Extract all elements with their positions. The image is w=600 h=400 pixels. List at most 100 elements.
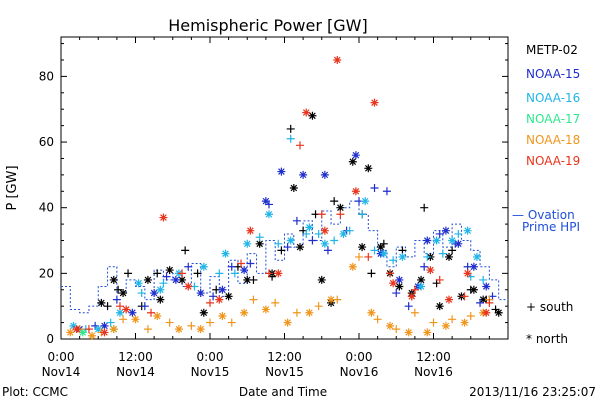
data-point-noaa-18-south — [187, 321, 196, 330]
data-point-metp-02-south — [277, 246, 286, 255]
data-point-metp-02-south — [367, 269, 376, 278]
legend-entry-noaa-16: NOAA-16 — [526, 91, 580, 105]
data-point-metp-02-north — [165, 266, 174, 275]
data-point-metp-02-south — [114, 285, 123, 294]
point-marker — [305, 223, 314, 232]
point-marker — [494, 308, 503, 317]
data-point-noaa-16-north — [221, 249, 230, 258]
point-marker — [302, 108, 311, 117]
point-marker — [109, 325, 118, 334]
point-marker — [423, 236, 432, 245]
point-marker — [364, 164, 373, 173]
data-point-metp-02-south — [124, 269, 133, 278]
legend-entry-noaa-19: NOAA-19 — [526, 154, 580, 168]
point-marker — [246, 259, 255, 268]
point-marker — [286, 236, 295, 245]
point-marker — [479, 275, 488, 284]
point-marker — [460, 318, 469, 327]
point-marker — [184, 262, 193, 271]
point-marker — [330, 236, 339, 245]
point-marker — [367, 269, 376, 278]
data-point-noaa-19-north — [426, 266, 435, 275]
point-marker — [221, 249, 230, 258]
point-marker — [348, 262, 357, 271]
point-marker — [336, 203, 345, 212]
point-marker — [296, 141, 305, 150]
data-point-noaa-16-north — [264, 210, 273, 219]
data-point-noaa-19-north — [302, 108, 311, 117]
point-marker — [407, 292, 416, 301]
data-point-noaa-16-south — [358, 210, 367, 219]
data-point-noaa-18-north — [218, 312, 227, 321]
data-point-noaa-19-north — [445, 295, 454, 304]
point-marker — [479, 295, 488, 304]
y-tick-label: 40 — [39, 201, 54, 215]
data-point-noaa-18-north — [153, 312, 162, 321]
data-point-noaa-19-south — [84, 325, 93, 334]
point-marker — [209, 292, 218, 301]
data-point-noaa-18-north — [66, 328, 75, 337]
data-point-noaa-15-north — [100, 321, 109, 330]
data-point-noaa-16-north — [115, 308, 124, 317]
point-marker — [448, 236, 457, 245]
data-point-noaa-16-north — [361, 197, 370, 206]
x-tick-label-date: Nov14 — [42, 365, 81, 379]
point-marker — [382, 187, 391, 196]
point-marker — [441, 321, 450, 330]
plot-frame — [60, 36, 509, 340]
point-marker — [283, 243, 292, 252]
data-point-noaa-19-north — [215, 295, 224, 304]
point-marker — [206, 318, 214, 327]
ovation-hpi-line — [61, 200, 508, 314]
point-marker — [255, 233, 264, 242]
point-marker — [147, 308, 156, 317]
data-point-noaa-19-south — [460, 292, 469, 301]
data-point-noaa-19-south — [364, 252, 373, 261]
point-marker — [404, 328, 413, 337]
point-marker — [389, 256, 398, 265]
point-marker — [472, 252, 481, 261]
data-point-noaa-16-south — [389, 256, 398, 265]
point-marker — [370, 246, 379, 255]
y-axis-label: P [GW] — [5, 165, 20, 210]
point-marker — [364, 252, 373, 261]
data-point-noaa-18-north — [404, 328, 413, 337]
point-marker — [420, 262, 429, 271]
point-marker — [215, 295, 224, 304]
x-tick-label-time: 12:00 — [416, 350, 451, 364]
data-point-metp-02-north — [119, 289, 128, 298]
data-point-noaa-18-north — [240, 308, 249, 317]
data-point-noaa-16-north — [417, 282, 426, 291]
point-marker — [246, 226, 255, 235]
point-marker — [119, 315, 128, 324]
plot-area: 0204060800:00Nov1412:00Nov140:00Nov1512:… — [39, 36, 509, 379]
point-marker — [153, 312, 162, 321]
data-point-noaa-16-south — [423, 252, 432, 261]
point-marker — [277, 246, 286, 255]
point-marker — [429, 318, 438, 327]
point-marker — [187, 321, 196, 330]
point-marker — [345, 226, 354, 235]
data-point-metp-02-north — [317, 275, 326, 284]
data-point-noaa-18-south — [314, 302, 323, 311]
point-marker — [351, 151, 360, 160]
point-marker — [420, 203, 429, 212]
point-marker — [460, 292, 469, 301]
point-marker — [289, 184, 298, 192]
data-point-noaa-18-south — [392, 325, 401, 334]
data-point-metp-02-north — [364, 164, 373, 173]
point-marker — [286, 134, 295, 143]
point-marker — [249, 295, 258, 304]
point-marker — [84, 325, 93, 334]
data-point-noaa-16-south — [137, 289, 146, 298]
point-marker — [417, 275, 426, 284]
legend-entry-metp-02: METP-02 — [526, 43, 578, 57]
data-point-noaa-16-south — [330, 236, 339, 245]
point-marker — [114, 285, 123, 294]
point-marker — [100, 321, 109, 330]
point-marker — [320, 239, 329, 248]
point-marker — [423, 252, 432, 261]
point-marker — [131, 315, 140, 324]
point-marker — [178, 275, 187, 284]
data-point-noaa-15-north — [299, 170, 308, 179]
